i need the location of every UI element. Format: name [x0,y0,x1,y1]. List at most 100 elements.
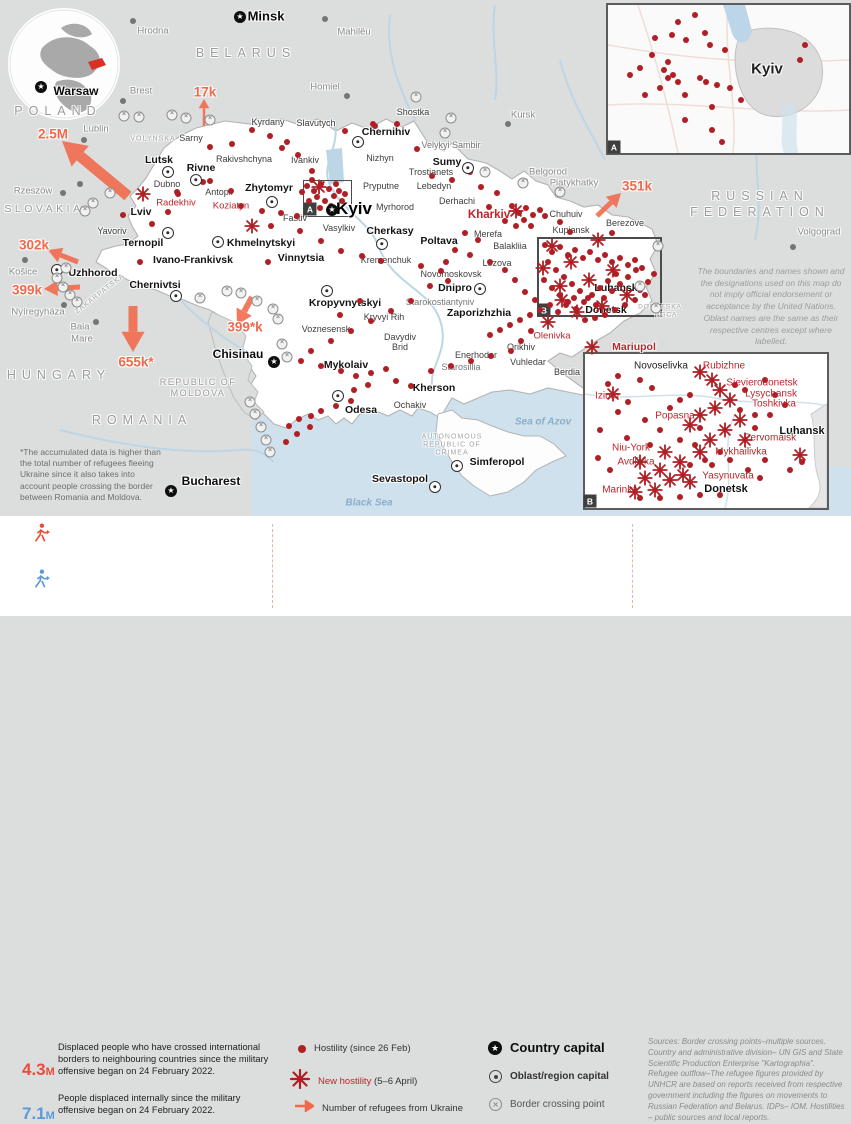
border-crossing-icon: ✕ [79,205,91,217]
map-label: Košice [8,266,38,278]
foreign-city-dot [60,190,66,196]
hostility-dot [557,244,563,250]
hostility-dot [624,435,630,441]
hostility-dot [388,308,394,314]
map-label: Homiel [310,81,340,93]
hostility-dot [553,267,559,273]
hostility-dot [468,358,474,364]
map-label: Mykolaiv [323,359,369,371]
country-capital-icon: ★ [488,1040,502,1055]
hostility-dot [297,228,303,234]
map-label: Chisinau [212,347,264,361]
map-label: Kremenchuk [360,255,412,265]
hostility-dot [308,348,314,354]
map-label: Rivne [186,162,216,174]
map-label: Kryvyi Rih [363,312,405,322]
hostility-dot [561,274,567,280]
hostility-dot [569,281,575,287]
foreign-city-dot [344,93,350,99]
inset-a-extent-box [303,180,352,217]
border-crossing-icon: ✕ [104,187,116,199]
border-crossing-icon: ✕ [410,91,422,103]
map-label: Mare [71,333,93,345]
map-label: Vinnytsia [277,252,325,264]
oblast-capital-icon [474,283,486,295]
hostility-dot [308,413,314,419]
hostility-dot [200,179,206,185]
map-label: Cherkasy [366,225,414,237]
map-label: Chernivtsi [129,279,181,291]
hostility-dot [587,249,593,255]
border-crossing-icon: ✕ [249,408,261,420]
map-label: Lutsk [144,154,174,166]
hostility-dot [486,204,492,210]
hostility-dot [797,57,803,63]
hostility-dot [348,328,354,334]
new-hostility-icon [682,474,698,490]
hostility-dot [522,289,528,295]
hostility-dot [642,292,648,298]
map-label: Zhytomyr [245,182,293,194]
hostility-dot [306,198,312,204]
map-label: Uzhhorod [68,267,118,279]
hostility-dot [521,217,527,223]
new-hostility-icon [704,372,720,388]
hostility-dot [742,387,748,393]
hostility-dot [448,363,454,369]
hostility-dot [336,188,342,194]
border-crossing-icon: ✕ [634,280,646,292]
hostility-dot [622,302,628,308]
inset-map-donbas [583,352,829,510]
map-label: Dubno [153,179,181,189]
map-label: Merefa [473,229,503,239]
hostility-dot [365,382,371,388]
map-label: Kherson [412,382,456,394]
oblast-capital-icon [212,236,224,248]
hostility-dot [333,403,339,409]
map-label: Velykyi Sambir [421,140,481,150]
map-label: Pervomaisk [743,432,797,444]
map-label: Volgograd [797,226,841,238]
hostility-dot [682,117,688,123]
border-crossing-icon: ✕ [439,127,451,139]
map-label: HUNGARY [6,368,112,382]
hostility-dot [370,121,376,127]
hostility-dot [677,494,683,500]
hostility-dot [394,121,400,127]
new-hostility-icon [619,287,635,303]
hostility-dot [449,177,455,183]
map-label: Ivano-Frankivsk [153,254,233,266]
hostility-dot [304,183,310,189]
main-map: POLAND BELARUS SLOVAKIA HUNGARY ROMANIA RUSSI… [0,0,851,516]
hostility-dot [557,219,563,225]
map-label: 399k [11,282,43,298]
hostility-dot [577,288,583,294]
hostility-dot [268,223,274,229]
map-label: Orikhiv [506,342,536,352]
hostility-dot [632,297,638,303]
hostility-dot [557,292,563,298]
hostility-dot [665,59,671,65]
map-label: ROMANIA [91,413,193,427]
hostility-dot [692,12,698,18]
hostility-dot [549,285,555,291]
new-hostility-icon [657,444,673,460]
hostility-dot [697,75,703,81]
hostility-dot [555,309,561,315]
new-hostility-icon [244,218,260,234]
map-label: Lviv [130,206,152,218]
border-crossing-icon: ✕ [251,295,263,307]
hostility-dot [757,475,763,481]
hostility-dot [165,209,171,215]
hostility-dot [408,383,414,389]
hostility-dot [265,259,271,265]
hostility-dot [597,427,603,433]
hostility-dot [296,416,302,422]
new-hostility-icon [712,382,728,398]
hostility-dot [513,223,519,229]
hostility-dot [637,377,643,383]
hostility-dot [687,392,693,398]
hostility-dot [314,194,320,200]
displaced-internal-text: People displaced internally since the mi… [58,1093,241,1116]
